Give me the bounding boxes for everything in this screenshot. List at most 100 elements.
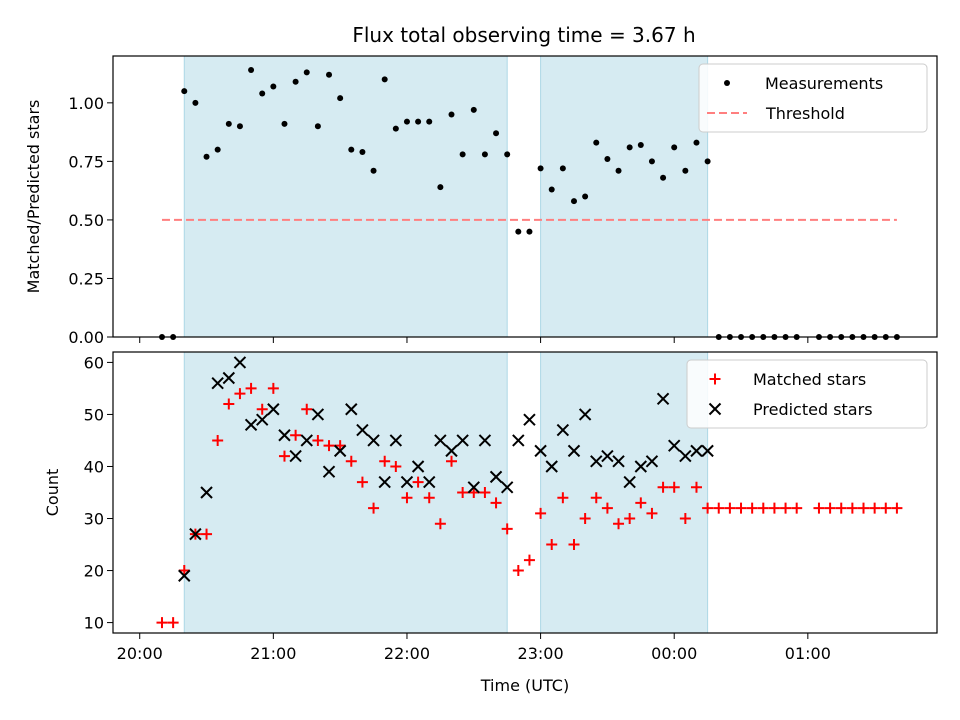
measurement-point	[582, 193, 589, 200]
axes-frame	[112, 55, 938, 338]
measurement-point	[292, 78, 299, 85]
matched-point	[835, 502, 847, 514]
measurement-point	[593, 139, 600, 146]
matched-point	[490, 497, 502, 509]
predicted-point	[523, 413, 536, 426]
measurement-point	[615, 167, 622, 174]
matched-point	[746, 502, 758, 514]
measurement-point	[437, 184, 444, 191]
matched-point	[557, 492, 569, 504]
matched-point	[379, 455, 391, 467]
matched-point	[468, 487, 480, 498]
predicted-point	[612, 455, 625, 468]
matched-point	[457, 487, 469, 498]
axes-frame	[112, 351, 938, 634]
matched-point	[813, 502, 825, 514]
measurement-point	[426, 118, 433, 125]
measurement-point	[537, 165, 544, 172]
bottom-panel: 10 20 30 40 50 60 20:00 21:00 22:00 23:00 00:00 01:…	[43, 351, 938, 695]
predicted-point	[378, 475, 391, 489]
predicted-point	[222, 371, 236, 385]
measurement-point	[359, 149, 366, 156]
matched-point	[590, 492, 602, 504]
matched-point	[368, 502, 380, 514]
predicted-point	[601, 449, 614, 463]
predicted-point	[445, 444, 458, 458]
measurement-point	[203, 153, 210, 160]
measurement-point	[559, 165, 566, 172]
matched-point	[601, 502, 613, 514]
predicted-point	[545, 460, 558, 473]
measurement-point	[470, 106, 477, 113]
predicted-point	[512, 434, 525, 447]
matched-point	[824, 502, 836, 514]
measurement-point	[403, 118, 410, 125]
measurement-point	[337, 95, 344, 102]
measurement-point	[704, 158, 711, 165]
predicted-point	[500, 481, 514, 494]
predicted-point	[300, 434, 313, 447]
predicted-point	[556, 423, 570, 437]
measurement-point	[236, 123, 243, 130]
matched-point	[290, 429, 302, 441]
measurement-point	[392, 125, 399, 132]
y-tick-label: 0.25	[68, 269, 104, 288]
predicted-point	[578, 408, 592, 421]
measurement-point	[526, 228, 533, 235]
predicted-point	[333, 444, 347, 458]
matched-point	[535, 507, 547, 519]
matched-point	[780, 502, 792, 514]
predicted-point	[178, 569, 191, 582]
predicted-point	[489, 470, 503, 484]
measurement-point	[459, 151, 466, 158]
legend-marker	[708, 402, 722, 416]
predicted-point	[289, 449, 302, 463]
shaded-band	[540, 351, 709, 634]
predicted-point	[645, 455, 659, 468]
matched-point	[579, 513, 591, 525]
measurement-point	[493, 130, 500, 137]
y-tick-label: 30	[84, 510, 104, 529]
measurement-point	[481, 151, 488, 158]
matched-point	[156, 617, 168, 629]
matched-point	[423, 492, 435, 504]
y-tick-label: 60	[84, 353, 104, 372]
predicted-point	[244, 418, 258, 432]
matched-point	[690, 481, 702, 493]
x-tick-label: 20:00	[117, 644, 163, 663]
predicted-point	[567, 444, 581, 458]
y-axis-label: Matched/Predicted stars	[24, 100, 43, 294]
matched-point	[356, 476, 368, 488]
predicted-point	[233, 356, 247, 369]
measurement-point	[504, 151, 511, 158]
matched-point	[178, 565, 190, 577]
predicted-point	[478, 434, 492, 447]
matched-point	[167, 617, 179, 629]
matched-point	[768, 502, 780, 514]
matched-point	[635, 497, 647, 509]
measurement-point	[671, 144, 678, 151]
predicted-point	[189, 527, 202, 541]
legend-marker	[724, 80, 730, 86]
matched-point	[880, 502, 892, 514]
legend-label: Threshold	[765, 104, 845, 123]
matched-point	[713, 502, 725, 514]
matched-point	[301, 403, 313, 415]
matched-point	[657, 481, 669, 493]
x-tick-label: 01:00	[785, 644, 831, 663]
predicted-point	[256, 413, 269, 426]
measurement-point	[181, 88, 188, 95]
measurement-point	[648, 158, 655, 165]
x-tick-label: 00:00	[651, 644, 697, 663]
predicted-point	[467, 481, 480, 494]
predicted-point	[322, 465, 336, 478]
matched-point	[757, 502, 769, 514]
y-tick-label: 1.00	[68, 94, 104, 113]
matched-point	[523, 554, 535, 566]
matched-point	[624, 513, 636, 525]
matched-point	[846, 502, 858, 514]
shaded-band	[183, 55, 508, 338]
predicted-point	[679, 449, 692, 463]
measurement-point	[259, 90, 266, 97]
measurement-point	[660, 174, 667, 181]
